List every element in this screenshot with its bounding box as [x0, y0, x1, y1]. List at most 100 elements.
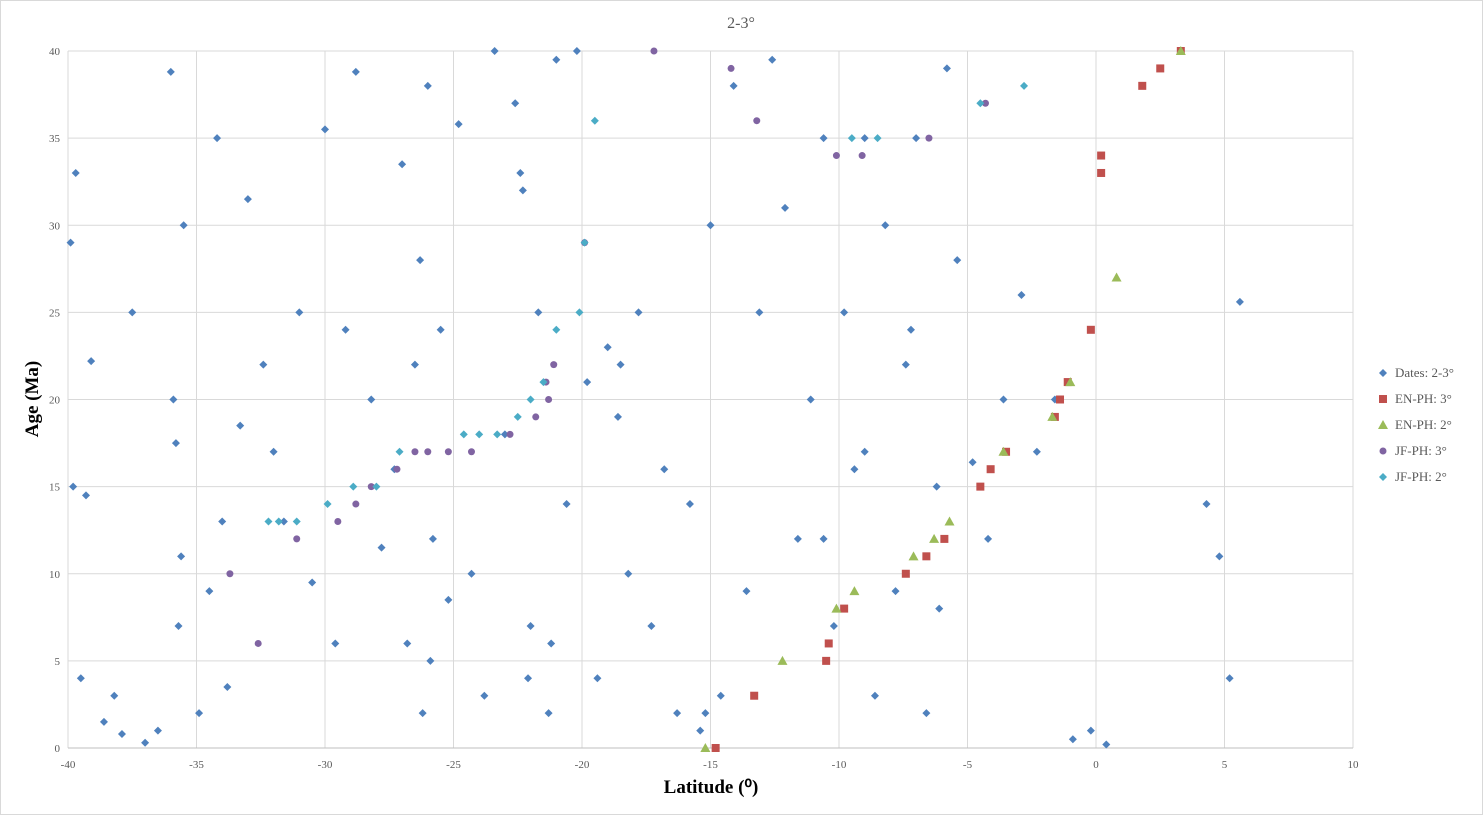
data-point: [1225, 674, 1234, 683]
data-point: [552, 55, 561, 64]
data-point: [513, 412, 522, 421]
series-2: [700, 46, 1186, 752]
data-point: [1017, 290, 1026, 299]
legend-item: Dates: 2-3°: [1379, 365, 1454, 380]
data-point: [850, 465, 859, 474]
data-point: [87, 357, 96, 366]
data-point: [711, 744, 720, 752]
x-tick-label: 0: [1093, 759, 1099, 771]
data-point: [110, 691, 119, 700]
data-point: [367, 395, 376, 404]
chart-title: 2-3°: [727, 15, 755, 32]
y-tick-label: 25: [49, 307, 61, 319]
data-point: [935, 604, 944, 613]
data-point: [616, 360, 625, 369]
data-point: [81, 491, 90, 500]
y-tick-label: 20: [49, 395, 61, 407]
data-point: [169, 395, 178, 404]
data-point: [177, 552, 186, 561]
data-point: [76, 674, 85, 683]
data-point: [829, 622, 838, 631]
x-tick-label: -40: [61, 759, 76, 771]
legend-marker: [1379, 447, 1387, 455]
data-point: [908, 551, 919, 561]
data-point: [259, 360, 268, 369]
data-point: [254, 639, 262, 647]
data-point: [179, 221, 188, 230]
data-point: [490, 47, 499, 55]
data-point: [218, 517, 227, 526]
data-point: [69, 482, 78, 491]
data-point: [467, 569, 476, 578]
data-point: [953, 256, 962, 265]
x-tick-label: -30: [318, 759, 333, 771]
data-point: [942, 64, 951, 73]
data-point: [349, 482, 358, 491]
data-point: [403, 639, 412, 648]
data-point: [1047, 411, 1058, 421]
data-point: [243, 195, 252, 204]
data-point: [700, 743, 711, 752]
data-point: [418, 709, 427, 718]
data-point: [729, 81, 738, 90]
x-tick-label: -15: [703, 759, 718, 771]
data-point: [295, 308, 304, 317]
data-point: [171, 439, 180, 448]
data-point: [1138, 81, 1147, 90]
data-point: [195, 709, 204, 718]
data-point: [685, 500, 694, 509]
data-point: [398, 160, 407, 169]
legend-marker: [1378, 420, 1388, 429]
data-point: [777, 655, 788, 665]
data-point: [999, 395, 1008, 404]
data-point: [410, 360, 419, 369]
data-point: [547, 639, 556, 648]
data-point: [331, 639, 340, 648]
data-point: [755, 308, 764, 317]
data-point: [1111, 272, 1122, 282]
data-point: [858, 152, 866, 160]
data-point: [860, 447, 869, 456]
data-point: [550, 361, 558, 369]
axis-layer: -40 -35 -30 -25 -20 -15 -10 -5 0 5 10 0 5 10 15 20 25 30 3…: [49, 46, 1359, 771]
data-point: [321, 125, 329, 134]
legend-marker: [1379, 395, 1387, 403]
data-point: [428, 534, 437, 543]
data-point: [279, 517, 288, 526]
y-tick-label: 35: [49, 133, 61, 145]
data-point: [793, 534, 802, 543]
data-point: [544, 709, 553, 718]
data-point: [1102, 740, 1111, 749]
data-point: [647, 622, 656, 631]
x-axis-label: Latitude (⁰): [664, 777, 759, 798]
data-point: [593, 674, 602, 683]
x-tick-label: -35: [189, 759, 204, 771]
data-point: [226, 570, 234, 578]
data-point: [849, 586, 860, 596]
data-point: [634, 308, 643, 317]
data-point: [117, 730, 126, 739]
data-point: [292, 517, 301, 526]
data-point: [205, 587, 214, 596]
data-point: [696, 726, 705, 735]
legend-label: JF-PH: 3°: [1395, 443, 1447, 458]
data-point: [824, 639, 833, 648]
data-point: [128, 308, 137, 317]
data-point: [1097, 168, 1106, 177]
data-point: [426, 656, 435, 665]
data-point: [831, 603, 842, 613]
data-point: [352, 500, 360, 508]
x-tick-label: -10: [832, 759, 847, 771]
data-point: [742, 587, 751, 596]
data-point: [393, 465, 401, 473]
data-point: [562, 500, 571, 509]
data-point: [534, 308, 543, 317]
data-point: [444, 448, 452, 456]
legend-marker: [1379, 369, 1387, 377]
data-point: [1235, 297, 1244, 306]
data-point: [912, 134, 921, 143]
data-point: [411, 448, 419, 456]
series-0: [66, 47, 1244, 749]
